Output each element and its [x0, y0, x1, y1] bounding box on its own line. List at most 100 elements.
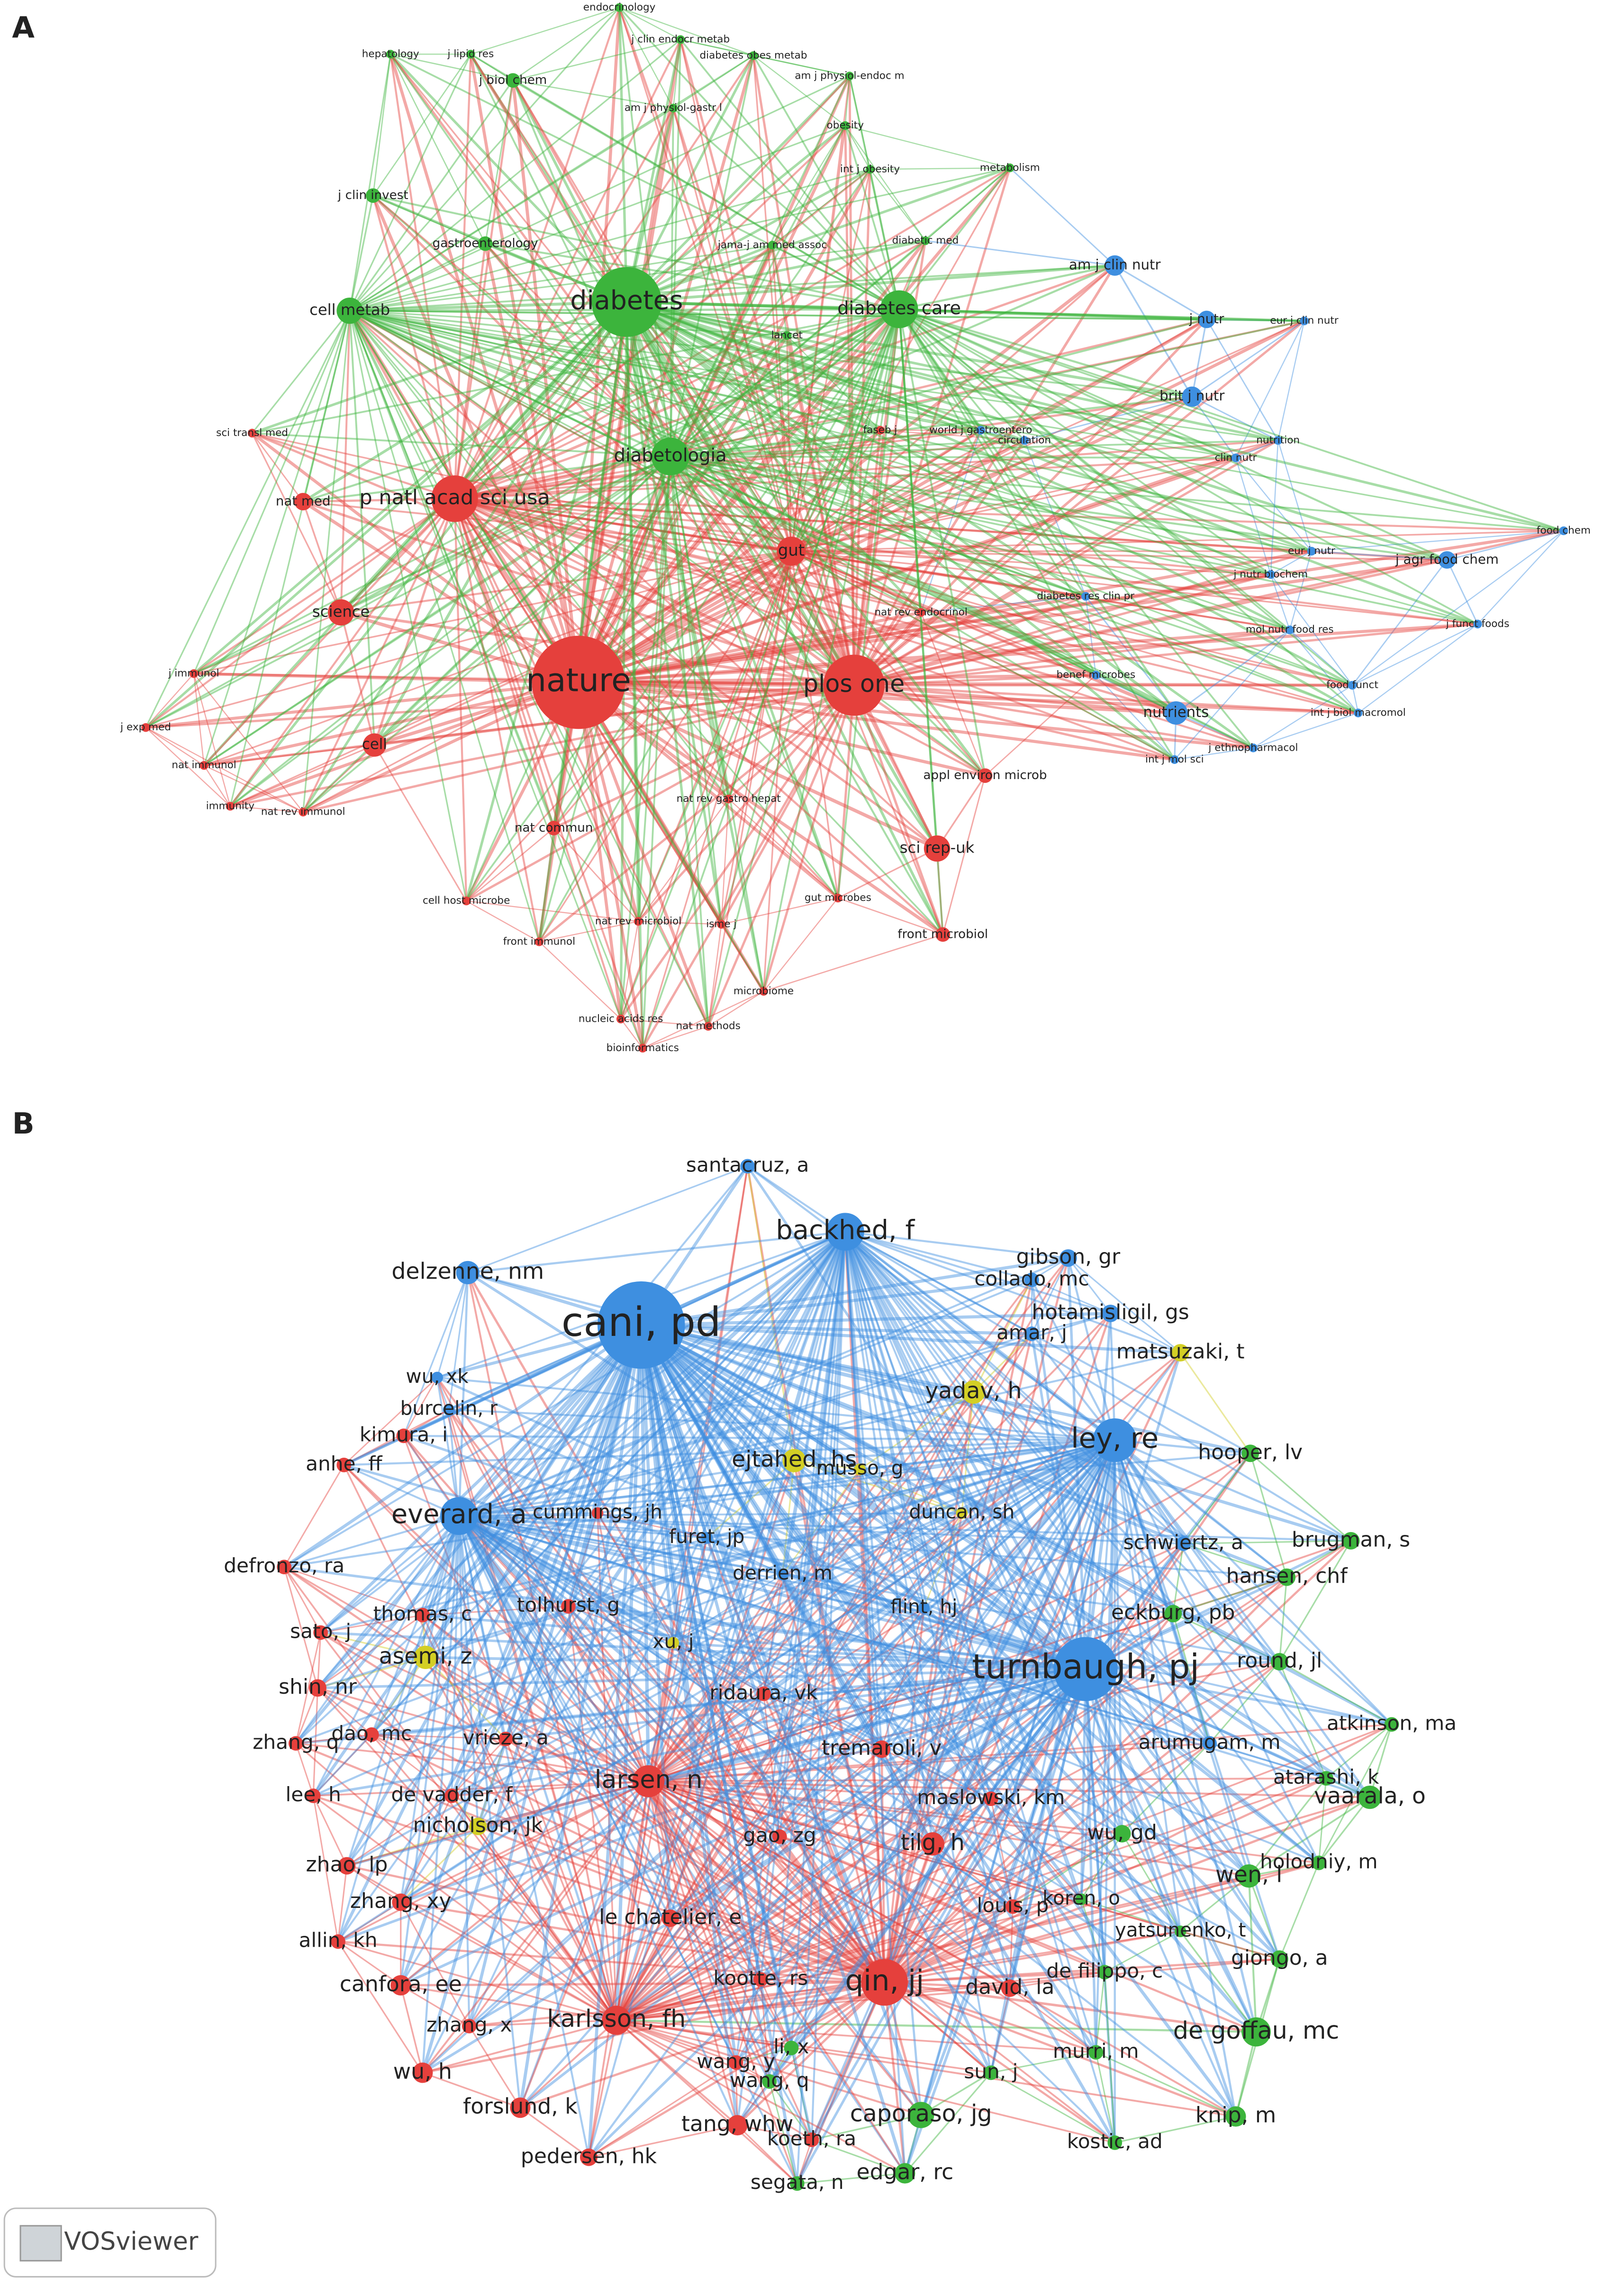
- edge: [884, 1833, 1123, 1984]
- edge: [1095, 2052, 1116, 2143]
- edge: [616, 1981, 885, 2022]
- edge: [389, 54, 456, 499]
- edge: [193, 673, 304, 813]
- edge: [468, 1325, 643, 2027]
- edge: [295, 1688, 318, 1744]
- edge: [283, 1566, 649, 1782]
- edge: [641, 1323, 1032, 1335]
- edge: [512, 80, 628, 303]
- edge: [372, 195, 792, 552]
- edge: [337, 1901, 401, 1942]
- node-label: round, jl: [1237, 1649, 1322, 1673]
- edge: [1110, 1313, 1181, 1354]
- edge: [641, 1323, 1115, 1442]
- edge: [932, 1668, 1087, 1845]
- edge: [513, 80, 674, 109]
- node-label: wang, y: [697, 2050, 775, 2073]
- edge: [454, 498, 1096, 676]
- node: [386, 50, 395, 59]
- edge: [884, 1576, 1288, 1983]
- node-label: li, x: [773, 2035, 809, 2058]
- edge: [853, 439, 1279, 687]
- edge: [1174, 629, 1290, 760]
- node: [908, 2102, 934, 2128]
- edge: [648, 1780, 991, 1800]
- edge: [448, 1409, 886, 1983]
- edge: [349, 243, 486, 312]
- node-label: musso, g: [816, 1457, 904, 1479]
- edge: [787, 308, 899, 336]
- edge: [647, 1537, 708, 1782]
- edge: [670, 455, 986, 777]
- edge: [303, 498, 455, 503]
- edge: [597, 1439, 1115, 1514]
- node: [632, 1765, 665, 1797]
- edge: [648, 1333, 1032, 1782]
- edge: [1104, 1972, 1116, 2143]
- edge: [454, 498, 944, 935]
- node-label: bioinformatics: [607, 1042, 679, 1054]
- edge: [349, 310, 839, 899]
- node: [1307, 546, 1316, 556]
- edge: [344, 1409, 449, 1466]
- edge: [648, 1777, 1326, 1782]
- edge: [468, 2025, 521, 2108]
- edge: [349, 310, 944, 935]
- edge: [747, 1165, 846, 1233]
- node: [1358, 1786, 1382, 1809]
- edge: [145, 308, 900, 728]
- node-label: schwiertz, a: [1123, 1531, 1243, 1554]
- edge: [625, 301, 856, 687]
- node: [591, 1507, 604, 1519]
- edge: [454, 497, 792, 553]
- node: [580, 2148, 598, 2166]
- edge: [283, 1567, 318, 1688]
- node: [294, 493, 312, 510]
- node: [717, 920, 726, 929]
- edge: [1084, 1668, 1258, 2033]
- edge: [597, 1231, 846, 1514]
- node-label: amar, j: [996, 1321, 1067, 1344]
- edge: [647, 1781, 671, 1919]
- edge: [312, 1795, 348, 1866]
- edge: [371, 1734, 617, 2021]
- node-label: food funct: [1326, 679, 1378, 691]
- edge: [578, 681, 986, 777]
- edge: [884, 1875, 1250, 1984]
- edge: [578, 595, 1086, 684]
- edge: [640, 1324, 1106, 1973]
- edge: [458, 1324, 643, 1517]
- node: [247, 428, 257, 438]
- edge: [312, 1231, 846, 1797]
- edge: [1084, 1440, 1117, 1670]
- edge: [1311, 530, 1564, 552]
- edge: [451, 1738, 507, 1797]
- edge: [641, 1323, 974, 1394]
- edge: [618, 7, 855, 686]
- edge: [465, 684, 855, 902]
- edge: [844, 1231, 1287, 1578]
- node: [414, 1645, 437, 1669]
- edge: [340, 612, 376, 745]
- edge: [898, 309, 1254, 749]
- edge: [626, 168, 871, 303]
- edge: [898, 167, 1011, 310]
- edge: [641, 1312, 1111, 1327]
- edge: [469, 2019, 616, 2027]
- edge: [1447, 530, 1564, 561]
- edge: [672, 108, 792, 552]
- edge: [747, 1166, 795, 1461]
- node-label: p natl acad sci usa: [359, 486, 550, 509]
- edge: [371, 1516, 460, 1735]
- edge: [672, 1439, 1115, 1644]
- edge: [458, 1516, 479, 1827]
- edge: [625, 301, 1097, 676]
- edge: [349, 80, 514, 311]
- edge: [639, 1325, 907, 2174]
- node: [469, 1817, 487, 1835]
- edge: [670, 455, 1478, 625]
- edge: [320, 1439, 1115, 1634]
- edge: [760, 1979, 792, 2049]
- node: [1176, 1536, 1191, 1551]
- edge: [453, 498, 555, 829]
